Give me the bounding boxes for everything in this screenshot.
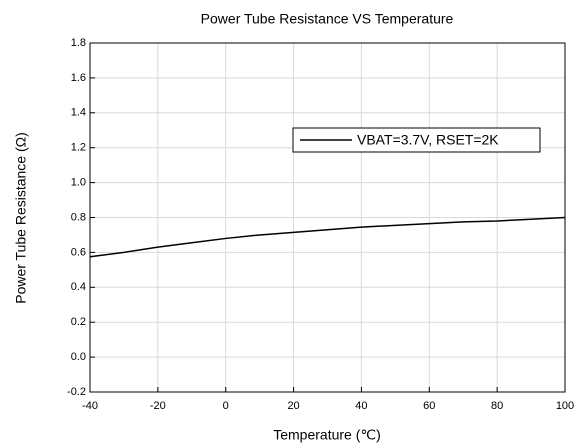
- x-tick-label: 40: [355, 400, 367, 412]
- y-tick-label: 0.8: [71, 211, 86, 223]
- y-tick-label: 0.2: [71, 316, 86, 328]
- y-tick-label: 1.4: [71, 107, 86, 119]
- chart-title: Power Tube Resistance VS Temperature: [201, 11, 454, 27]
- x-tick-label: 0: [223, 400, 229, 412]
- x-tick-label: 60: [423, 400, 435, 412]
- y-tick-label: 0.4: [71, 281, 86, 293]
- y-tick-label: 1.6: [71, 72, 86, 84]
- x-tick-label: 100: [556, 400, 574, 412]
- y-tick-label: 1.2: [71, 142, 86, 154]
- y-axis-label: Power Tube Resistance (Ω): [13, 132, 29, 304]
- x-tick-label: 20: [287, 400, 299, 412]
- y-tick-label: 1.8: [71, 37, 86, 49]
- y-tick-label: 1.0: [71, 177, 86, 189]
- x-tick-label: 80: [491, 400, 503, 412]
- y-tick-label: 0.6: [71, 246, 86, 258]
- y-tick-label: -0.2: [67, 386, 86, 398]
- x-tick-label: -40: [82, 400, 98, 412]
- data-line: [89, 216, 566, 258]
- x-axis-label: Temperature (℃): [273, 427, 381, 443]
- x-tick-label: -20: [150, 400, 166, 412]
- legend-label: VBAT=3.7V, RSET=2K: [357, 132, 499, 148]
- y-tick-label: 0.0: [71, 351, 86, 363]
